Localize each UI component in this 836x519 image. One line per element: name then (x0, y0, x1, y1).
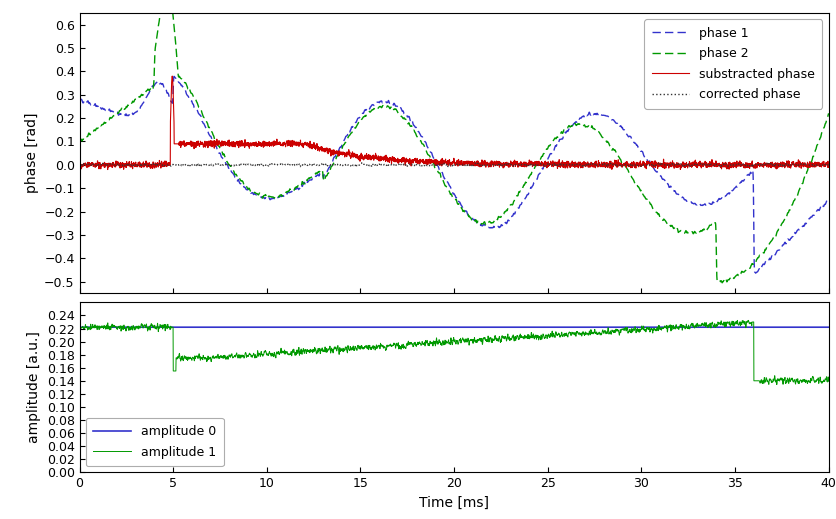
amplitude 1 (630, 324, 640, 330)
phase 2 (345, 130, 355, 136)
substracted phase (74, 161, 84, 167)
Y-axis label: phase [rad]: phase [rad] (24, 113, 38, 194)
substracted phase (550, 159, 560, 166)
corrected phase (670, 162, 680, 168)
corrected phase (112, 161, 122, 168)
Line: amplitude 1: amplitude 1 (79, 320, 828, 385)
Legend: phase 1, phase 2, substracted phase, corrected phase: phase 1, phase 2, substracted phase, cor… (643, 19, 822, 108)
phase 2 (550, 135, 560, 142)
amplitude 1 (669, 324, 679, 330)
Line: phase 2: phase 2 (79, 0, 828, 283)
amplitude 1 (732, 317, 742, 323)
phase 1 (74, 95, 84, 102)
corrected phase (550, 162, 560, 169)
amplitude 1 (345, 346, 355, 352)
amplitude 0 (823, 324, 833, 330)
phase 2 (517, 184, 528, 190)
corrected phase (357, 159, 367, 166)
corrected phase (630, 162, 640, 168)
phase 1 (169, 73, 179, 79)
amplitude 1 (771, 381, 781, 388)
amplitude 1 (112, 326, 122, 332)
amplitude 0 (630, 324, 640, 330)
corrected phase (823, 160, 833, 167)
Legend: amplitude 0, amplitude 1: amplitude 0, amplitude 1 (85, 418, 223, 466)
amplitude 0 (669, 324, 679, 330)
corrected phase (345, 162, 355, 169)
phase 1 (550, 142, 560, 148)
phase 2 (630, 181, 640, 187)
phase 1 (823, 197, 833, 203)
amplitude 0 (345, 324, 355, 330)
substracted phase (345, 153, 355, 159)
substracted phase (670, 162, 680, 169)
amplitude 0 (550, 324, 560, 330)
corrected phase (517, 162, 528, 168)
amplitude 0 (74, 324, 84, 330)
phase 1 (112, 109, 122, 115)
amplitude 0 (517, 324, 528, 330)
substracted phase (823, 163, 833, 169)
phase 1 (345, 127, 355, 133)
amplitude 0 (112, 324, 122, 330)
phase 2 (823, 110, 833, 116)
amplitude 1 (74, 324, 84, 331)
Line: phase 1: phase 1 (79, 76, 828, 273)
Y-axis label: amplitude [a.u.]: amplitude [a.u.] (27, 332, 41, 443)
substracted phase (112, 160, 122, 167)
phase 1 (517, 199, 528, 205)
phase 2 (112, 111, 122, 117)
corrected phase (74, 162, 84, 168)
substracted phase (103, 167, 113, 173)
phase 1 (630, 140, 640, 146)
phase 2 (716, 280, 726, 286)
amplitude 1 (823, 378, 833, 385)
phase 1 (669, 188, 679, 194)
X-axis label: Time [ms]: Time [ms] (419, 496, 488, 510)
substracted phase (167, 73, 177, 79)
phase 1 (750, 270, 760, 276)
Line: substracted phase: substracted phase (79, 76, 828, 170)
substracted phase (517, 161, 528, 167)
amplitude 1 (550, 330, 560, 336)
Line: corrected phase: corrected phase (79, 162, 828, 167)
amplitude 1 (517, 334, 528, 340)
phase 2 (669, 226, 679, 233)
corrected phase (442, 164, 452, 170)
substracted phase (630, 162, 640, 168)
phase 2 (74, 139, 84, 145)
